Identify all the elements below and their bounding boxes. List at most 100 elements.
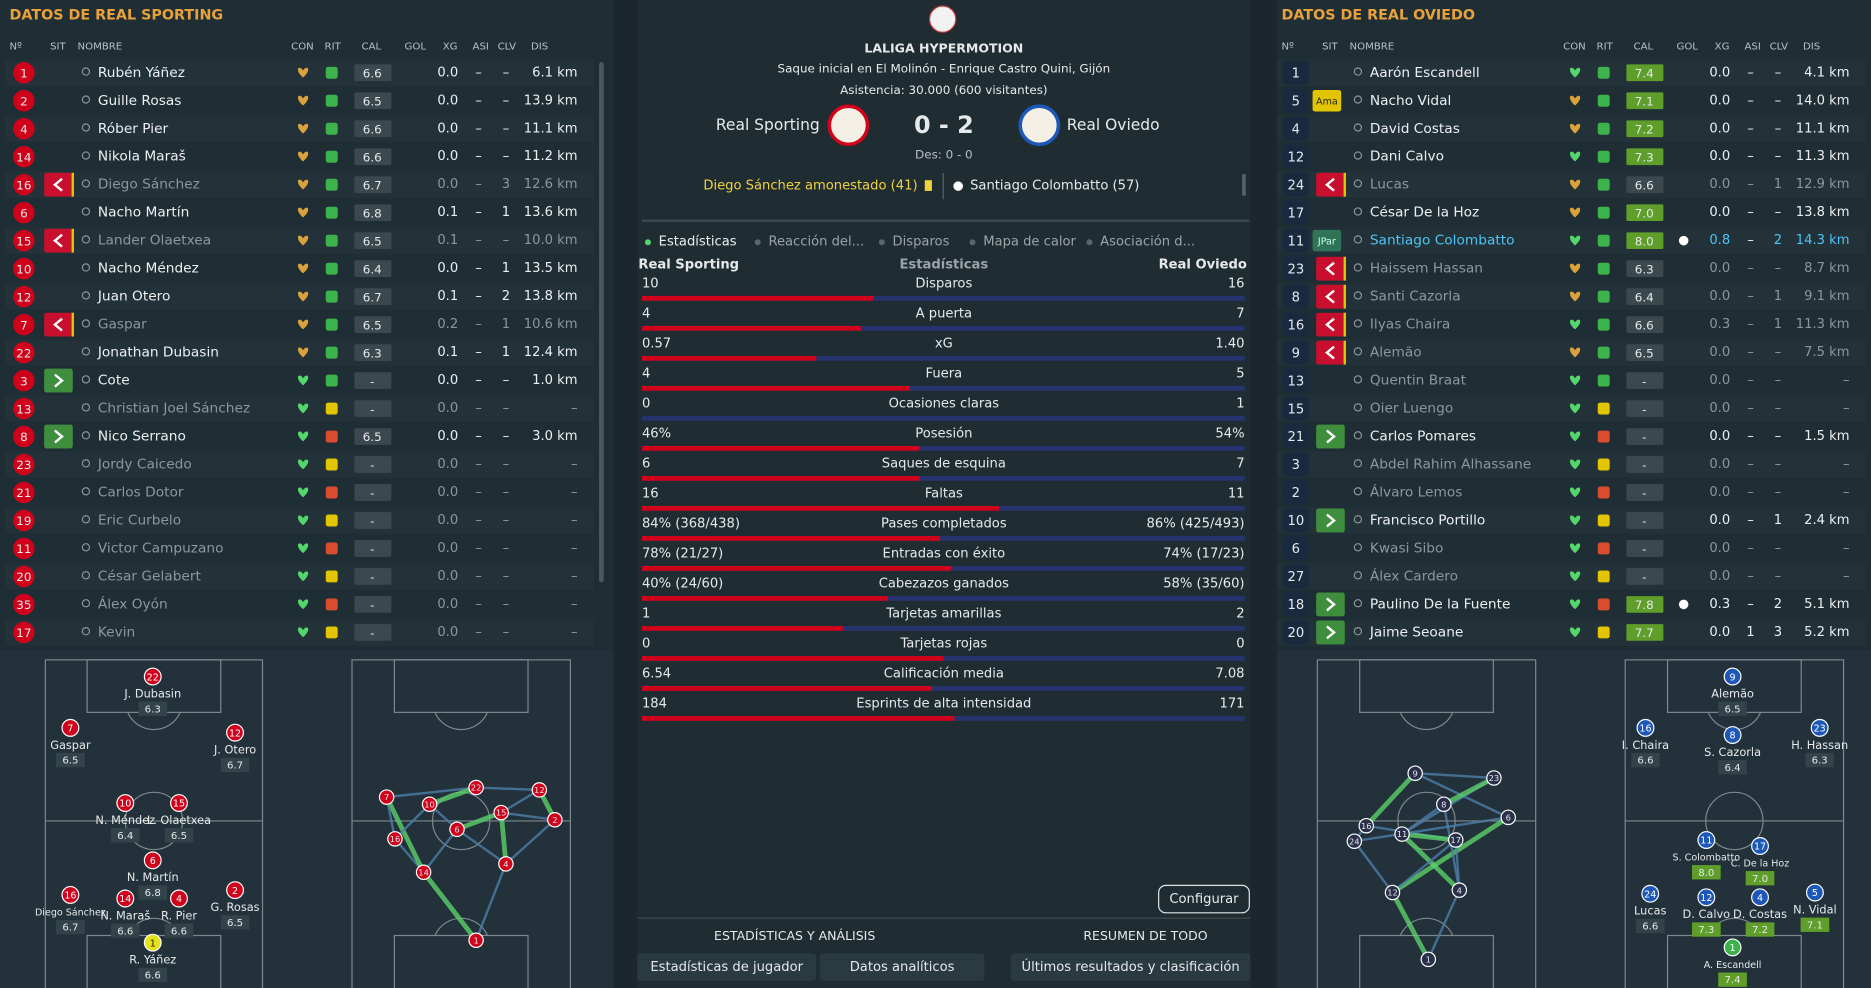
pass-link	[386, 786, 477, 799]
rating-box	[354, 176, 392, 194]
tab[interactable]: Reacción del...	[768, 235, 864, 250]
person-icon	[81, 627, 91, 636]
player-number: 12	[1288, 150, 1305, 165]
sharpness-icon	[1597, 346, 1610, 359]
stat-label: Saques de esquina	[882, 457, 1006, 472]
rating-box	[1626, 484, 1664, 501]
column-header: CLV	[1770, 42, 1789, 53]
pass-link	[394, 803, 431, 840]
xg: 0.0	[1709, 205, 1730, 220]
person-icon	[81, 515, 91, 524]
tab[interactable]: Asociación d...	[1100, 235, 1195, 250]
rating: 6.6	[363, 122, 382, 136]
status-label: Ama	[1316, 96, 1338, 107]
goal-icon	[1678, 235, 1689, 246]
xg: 0.0	[437, 65, 458, 80]
distance: –	[1843, 569, 1850, 584]
footer-button[interactable]	[1010, 953, 1251, 981]
number-badge	[1282, 564, 1309, 589]
player-number: 1	[1292, 66, 1300, 81]
number-badge	[13, 425, 35, 448]
away-stat: 58% (35/60)	[1163, 577, 1244, 592]
rating: 7.1	[1635, 94, 1654, 108]
player-number: 23	[1288, 262, 1305, 277]
home-stat: 1	[642, 607, 650, 622]
condition-heart	[297, 179, 309, 190]
tab[interactable]: Estadísticas	[659, 235, 737, 250]
rating-box	[1626, 288, 1664, 305]
sub-icon	[1316, 508, 1345, 533]
distance: –	[571, 541, 578, 556]
score: 0 - 2	[914, 111, 974, 139]
pass-node	[493, 804, 509, 821]
player-number: 12	[16, 290, 31, 304]
sub-arrow	[1326, 429, 1336, 444]
sub-icon	[1316, 620, 1345, 645]
sub-arrow	[1326, 625, 1336, 640]
pass-node-number: 12	[1387, 888, 1398, 898]
assists: –	[1747, 317, 1754, 332]
sharpness-icon	[325, 94, 338, 107]
player-number: 1	[1730, 943, 1736, 954]
stat-bar-track	[641, 415, 1245, 421]
rating: 6.6	[1635, 318, 1654, 332]
distance: 11.2 km	[524, 149, 578, 164]
key-passes: –	[1775, 65, 1782, 80]
player-number: 16	[1639, 724, 1651, 735]
player-name: Kevin	[98, 624, 135, 640]
home-stat: 4	[642, 307, 650, 322]
sub-arrow	[54, 373, 64, 388]
player-number: 24	[1644, 889, 1656, 900]
footer-button[interactable]	[819, 953, 985, 981]
assists: –	[1747, 457, 1754, 472]
rating: 6.6	[117, 926, 133, 937]
away-stat: 2	[1236, 607, 1244, 622]
player-name: Haissem Hassan	[1370, 261, 1483, 277]
rating: -	[370, 542, 374, 556]
footer-button[interactable]	[637, 953, 817, 981]
pass-node-number: 14	[418, 867, 429, 877]
stat-bar	[641, 325, 862, 331]
key-passes: –	[1775, 93, 1782, 108]
assists: –	[1747, 65, 1754, 80]
person-icon	[81, 347, 91, 356]
scrollbar	[599, 62, 604, 583]
rating-box	[354, 260, 392, 278]
condition-heart	[297, 291, 309, 302]
footer-button-label[interactable]: Datos analíticos	[850, 960, 955, 975]
player-name: Cote	[98, 373, 130, 389]
player-name: David Costas	[1370, 121, 1460, 137]
rating-box	[1718, 701, 1747, 716]
pass-node-number: 6	[454, 824, 459, 834]
rating-box	[1626, 400, 1664, 417]
rating: 6.3	[363, 346, 382, 360]
distance: 4.1 km	[1804, 65, 1849, 80]
footer-button-label[interactable]: Estadísticas de jugador	[650, 960, 803, 975]
rating: 8.0	[1698, 868, 1714, 879]
person-icon	[1353, 403, 1363, 412]
sharpness-icon	[325, 430, 338, 443]
footer-button-label[interactable]: Últimos resultados y clasificación	[1021, 959, 1239, 975]
assists: –	[1747, 261, 1754, 276]
tab[interactable]: Disparos	[893, 235, 950, 250]
sub-icon	[1316, 256, 1345, 281]
player-number: 5	[1812, 888, 1818, 899]
stats-header: Real Oviedo	[1159, 257, 1247, 272]
tab[interactable]: Mapa de calor	[983, 235, 1076, 250]
key-passes: –	[503, 373, 510, 388]
configure-button[interactable]	[1158, 884, 1250, 914]
configure-label[interactable]: Configurar	[1169, 892, 1239, 907]
rating-box	[56, 919, 85, 935]
condition-heart	[297, 571, 309, 582]
distance: –	[1843, 401, 1850, 416]
tab-dot	[969, 239, 976, 246]
condition-heart	[1569, 319, 1581, 330]
sharpness-icon	[1597, 318, 1610, 331]
key-passes: –	[503, 121, 510, 136]
rating-box	[1626, 596, 1664, 613]
home-stat: 78% (21/27)	[642, 547, 723, 562]
rating: 6.6	[363, 150, 382, 164]
tab-dot	[754, 239, 761, 246]
pass-link	[456, 810, 503, 832]
person-icon	[1353, 319, 1363, 328]
